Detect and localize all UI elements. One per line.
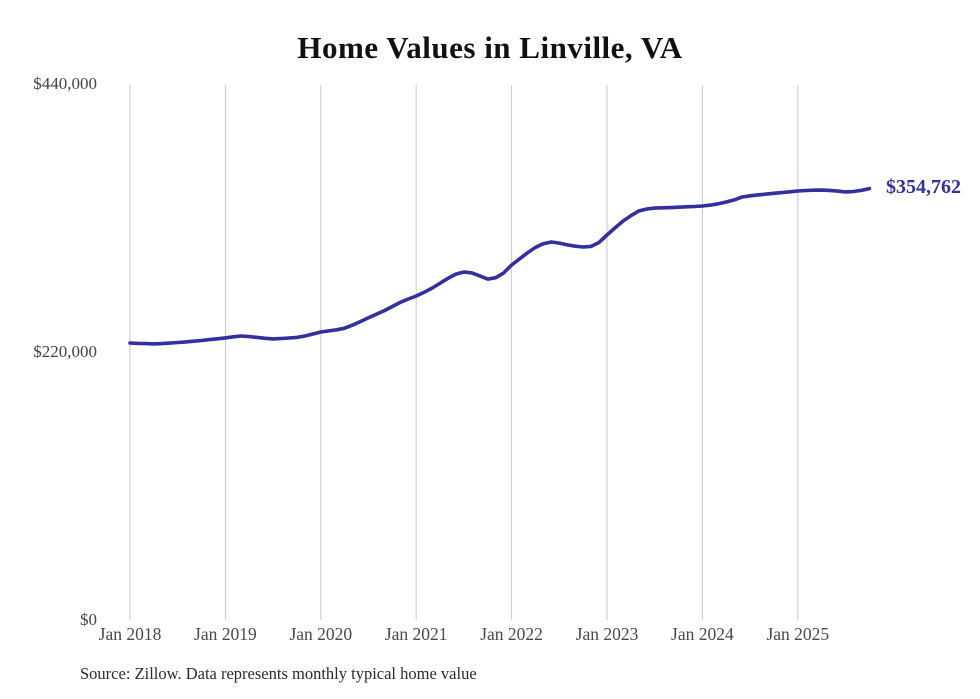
x-axis-tick-2025: Jan 2025 <box>766 624 830 644</box>
source-note: Source: Zillow. Data represents monthly … <box>80 664 477 683</box>
x-axis-tick-2018: Jan 2018 <box>98 624 162 644</box>
chart-title: Home Values in Linville, VA <box>297 30 683 65</box>
x-axis-tick-2021: Jan 2021 <box>384 624 448 644</box>
vertical-gridlines <box>129 85 799 620</box>
latest-value-annotation: $354,762 <box>886 176 961 198</box>
x-axis-tick-2020: Jan 2020 <box>289 624 353 644</box>
y-axis-tick-220000: $220,000 <box>33 342 97 361</box>
home-value-line-series <box>128 186 872 346</box>
x-axis-tick-2022: Jan 2022 <box>480 624 543 644</box>
x-axis-tick-2024: Jan 2024 <box>671 624 734 644</box>
y-axis-tick-440000: $440,000 <box>33 74 97 93</box>
x-axis-tick-2023: Jan 2023 <box>575 624 639 644</box>
x-axis-tick-2019: Jan 2019 <box>194 624 257 644</box>
y-axis-tick-0: $0 <box>80 610 97 629</box>
